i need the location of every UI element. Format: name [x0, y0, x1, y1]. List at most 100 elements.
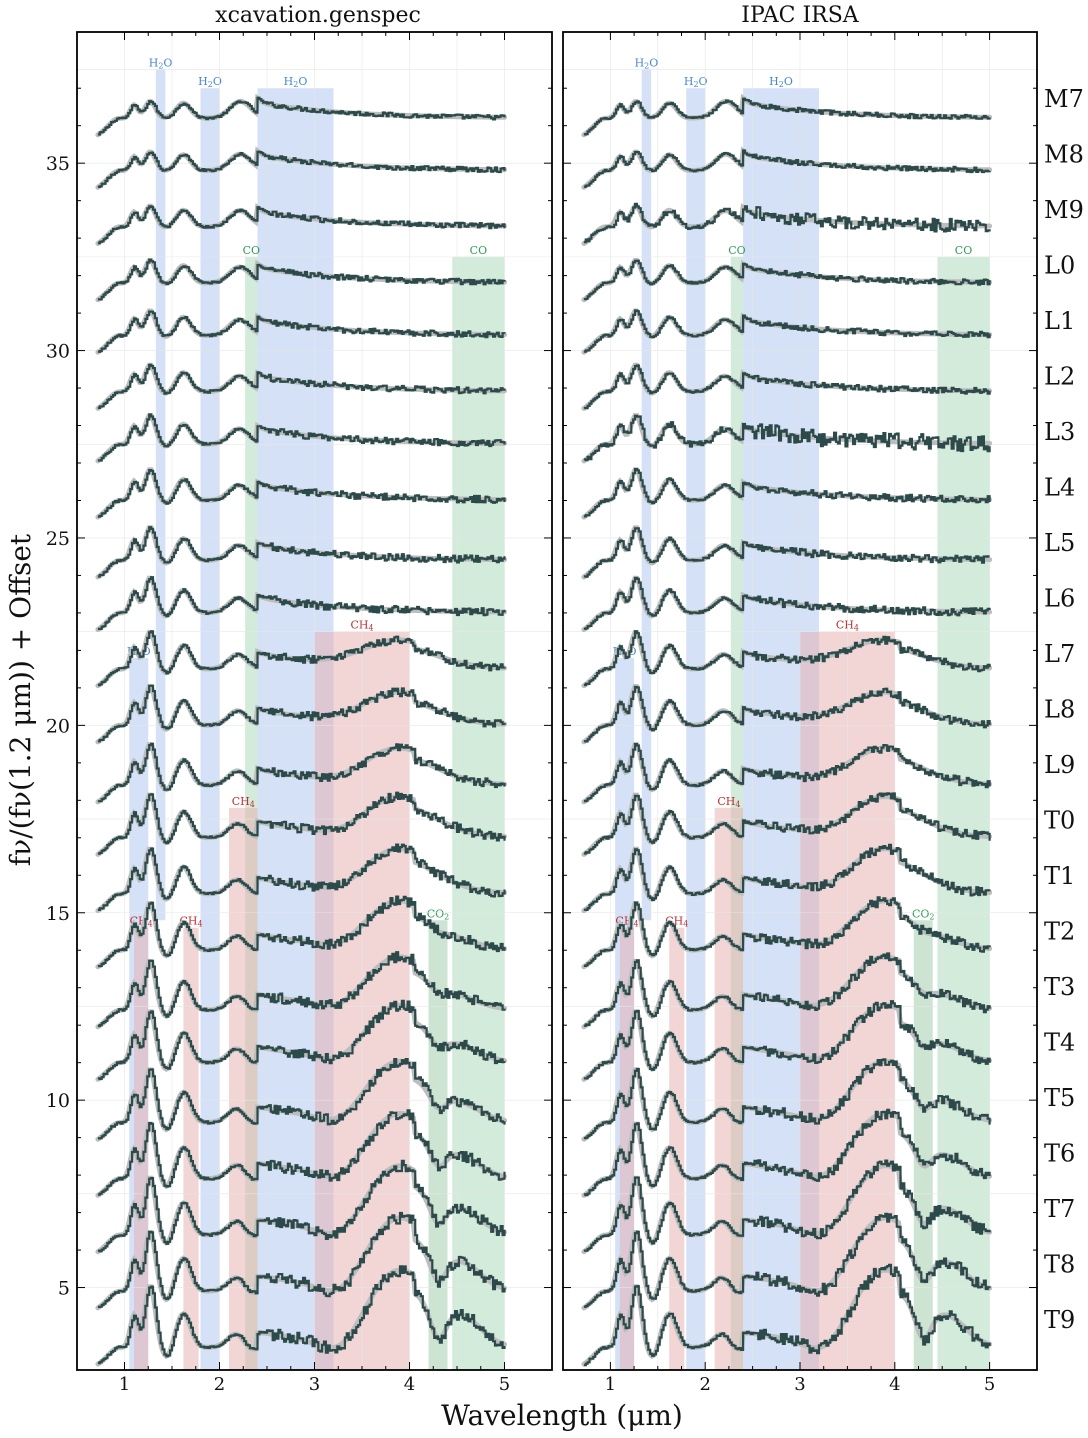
spectrum-l1-right	[583, 309, 991, 353]
spectral-type-label-l4: L4	[1044, 474, 1075, 502]
band-label-co-left: CO	[243, 244, 260, 257]
band-label-h2o-left: H2O	[198, 75, 222, 89]
spectrum-t6-right	[583, 1108, 991, 1197]
spectral-type-label-t3: T3	[1044, 973, 1075, 1001]
band-label-h2o-left: H2O	[284, 75, 308, 89]
spectrum-l2-right	[583, 364, 991, 410]
spectrum-l9-left	[97, 742, 506, 803]
spectra-left	[95, 93, 507, 1367]
band-label-h2o-left: H2O	[149, 56, 173, 70]
x-axis-ticks: 1 2 3 4 5 1 2 3 4 5	[119, 1374, 996, 1395]
x-tick-label-left-4: 4	[404, 1374, 415, 1395]
spectrum-l3-left	[97, 413, 506, 462]
spectrum-l0-left	[97, 258, 506, 301]
spectrum-l3-right	[583, 414, 991, 462]
spectral-type-label-t9: T9	[1044, 1306, 1075, 1334]
band-co-right	[937, 256, 990, 1370]
spectrum-t7-right	[583, 1159, 991, 1252]
spectral-type-label-t7: T7	[1044, 1195, 1075, 1223]
y-tick-label-35: 35	[46, 153, 70, 175]
spectrum-t2-left	[97, 895, 506, 968]
x-tick-label-left-2: 2	[214, 1374, 225, 1395]
spectral-type-label-l6: L6	[1044, 585, 1075, 613]
spectral-type-label-t8: T8	[1044, 1251, 1075, 1279]
x-tick-label-right-3: 3	[794, 1374, 805, 1395]
spectral-type-label-t1: T1	[1044, 862, 1075, 890]
spectral-type-label-l2: L2	[1044, 363, 1075, 391]
band-label-co-right: CO	[728, 244, 745, 257]
spectrum-t9-right	[583, 1263, 991, 1367]
band-h2o-right	[686, 88, 706, 1370]
axes-right	[562, 31, 1038, 1371]
axes-left	[76, 31, 553, 1371]
spectrum-m9-right	[583, 202, 991, 244]
spectra-right	[581, 93, 993, 1367]
spectral-type-label-l3: L3	[1044, 418, 1075, 446]
band-h2o-left	[200, 88, 220, 1370]
grid-left	[77, 32, 552, 1370]
band-co2-right	[913, 920, 933, 1370]
y-tick-label-30: 30	[46, 341, 70, 363]
x-tick-label-right-1: 1	[605, 1374, 616, 1395]
spectral-type-label-m9: M9	[1044, 196, 1084, 224]
y-tick-label-5: 5	[58, 1278, 70, 1300]
y-tick-label-10: 10	[46, 1090, 70, 1112]
band-label-co2-left: CO2	[427, 907, 450, 921]
spectrum-l5-right	[583, 527, 990, 578]
band-co-left	[452, 256, 505, 1370]
x-axis-label: Wavelength (μm)	[441, 1399, 683, 1432]
spectrum-m8-right	[583, 149, 991, 188]
spectrum-m7-left	[97, 96, 506, 136]
spectrum-t5-right	[583, 1058, 991, 1140]
y-tick-label-15: 15	[46, 903, 70, 925]
spectrum-l5-left	[97, 526, 506, 578]
spectral-type-label-m8: M8	[1044, 141, 1084, 169]
spectral-type-label-t4: T4	[1044, 1029, 1075, 1057]
spectrum-l6-right	[583, 576, 991, 630]
spectral-type-label-l7: L7	[1044, 640, 1075, 668]
band-label-co2-right: CO2	[912, 907, 935, 921]
spectral-type-label-l0: L0	[1044, 252, 1075, 280]
spectral-type-labels: M7 M8 M9 L0 L1 L2 L3 L4 L5 L6 L7 L8 L9 T0 T1 T2 T3 T4 T5 T6…	[1044, 85, 1084, 1334]
spectrum-t7-left	[97, 1159, 506, 1253]
spectral-type-label-t2: T2	[1044, 918, 1075, 946]
band-label-co-right: CO	[955, 244, 972, 257]
spectrum-t3-left	[97, 951, 506, 1028]
spectrum-l0-right	[583, 259, 991, 301]
band-label-ch4-left: CH4	[350, 619, 373, 633]
spectral-type-label-l5: L5	[1044, 529, 1075, 557]
spectrum-t0-right	[583, 792, 991, 855]
spectrum-l1-left	[97, 310, 506, 353]
spectrum-l8-left	[97, 684, 506, 743]
spectrum-t4-right	[583, 1000, 991, 1080]
x-tick-label-right-4: 4	[889, 1374, 900, 1395]
spectral-type-label-l9: L9	[1044, 751, 1075, 779]
panel-title-right: IPAC IRSA	[741, 3, 860, 28]
y-tick-label-20: 20	[46, 715, 70, 737]
band-label-ch4-left: CH4	[232, 795, 255, 809]
spectrum-m9-left	[97, 205, 506, 245]
x-tick-label-right-2: 2	[699, 1374, 710, 1395]
spectral-type-label-t6: T6	[1044, 1140, 1075, 1168]
spectrum-l7-left	[97, 630, 506, 687]
x-tick-label-left-1: 1	[119, 1374, 130, 1395]
y-tick-label-25: 25	[46, 528, 70, 550]
panel-title-left: xcavation.genspec	[215, 3, 421, 28]
spectrum-t1-left	[97, 843, 506, 911]
spectrum-t1-right	[583, 843, 991, 911]
spectral-type-label-t5: T5	[1044, 1084, 1075, 1112]
y-axis-ticks: 5 10 15 20 25 30 35	[46, 153, 70, 1299]
spectrum-t9-left	[97, 1265, 506, 1365]
spectral-type-label-m7: M7	[1044, 85, 1084, 113]
band-label-co-left: CO	[470, 244, 487, 257]
spectrum-m7-right	[583, 97, 991, 136]
spectrum-l7-right	[583, 630, 991, 687]
band-label-h2o-right: H2O	[769, 75, 793, 89]
x-tick-label-left-5: 5	[499, 1374, 510, 1395]
spectrum-l2-left	[97, 363, 506, 409]
spectral-type-label-l8: L8	[1044, 696, 1075, 724]
